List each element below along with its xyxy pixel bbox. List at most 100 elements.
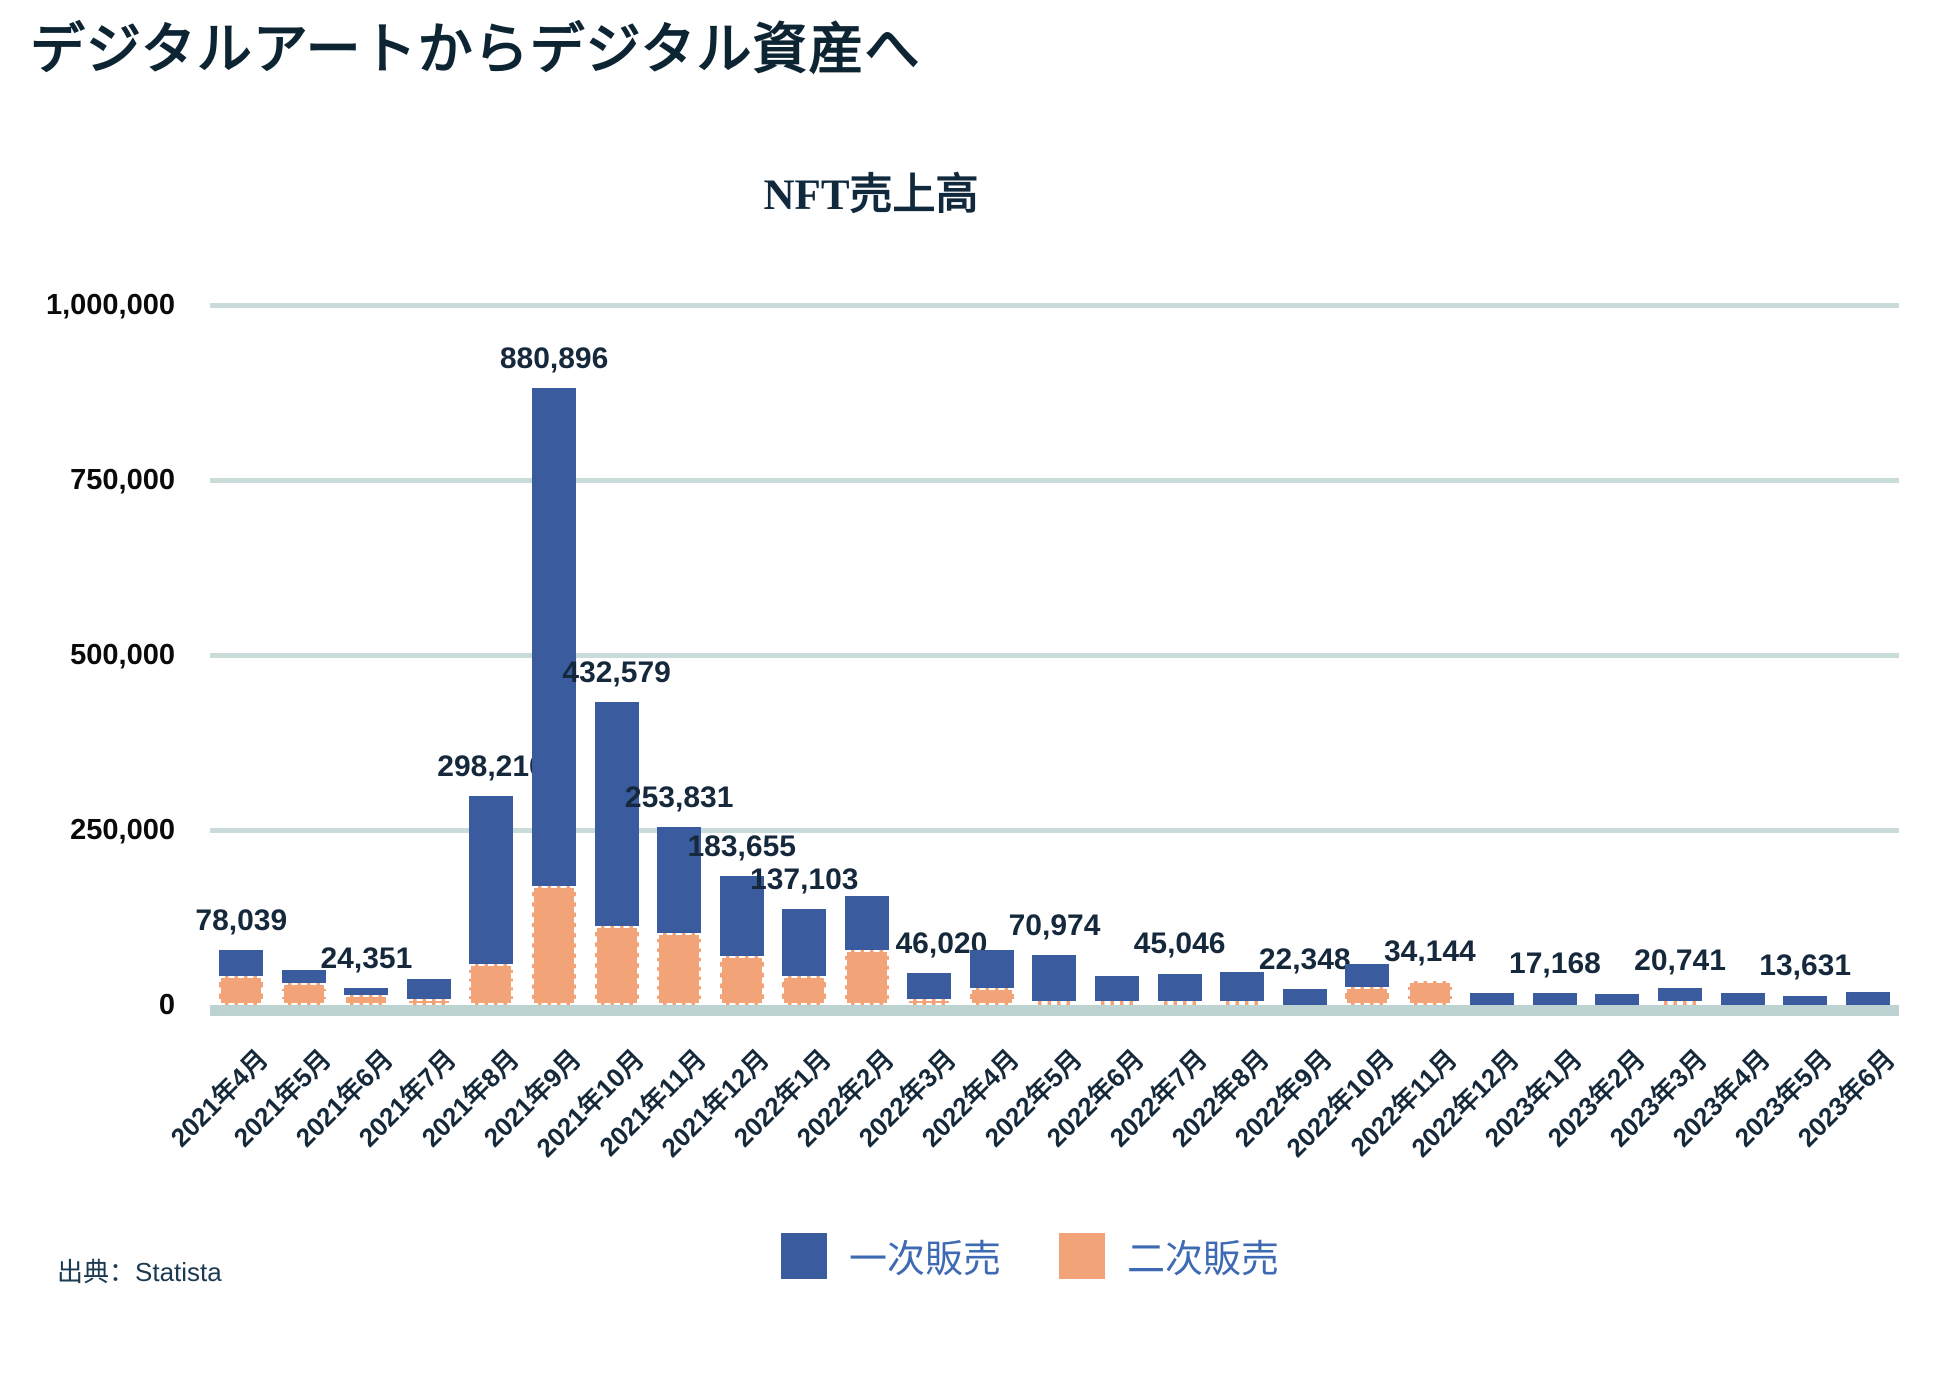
legend-item-primary: 一次販売 [781, 1228, 1001, 1283]
gridline-250,000 [210, 827, 1899, 833]
stacked-bar-2021年6月 [344, 988, 389, 1005]
bar-value-label-2023年3月: 20,741 [1634, 944, 1726, 978]
primary-segment [1658, 987, 1703, 1001]
stacked-bar-2022年2月 [844, 895, 889, 1005]
legend-label-primary: 一次販売 [849, 1239, 1002, 1281]
secondary-segment [1220, 1001, 1265, 1005]
y-tick-label: 250,000 [70, 814, 175, 846]
bar-slot-2021年10月 [585, 305, 648, 1005]
bar-slot-2021年12月 [710, 305, 773, 1005]
chart-title: NFT売上高 [763, 172, 979, 219]
stacked-bar-2022年12月 [1470, 993, 1515, 1005]
bar-value-label-2023年1月: 17,168 [1509, 946, 1601, 980]
stacked-bar-2022年11月 [1407, 981, 1452, 1005]
stacked-bar-2023年2月 [1595, 993, 1640, 1005]
secondary-segment [1157, 1000, 1202, 1005]
source-note: 出典：Statista [57, 1257, 222, 1287]
bar-slot-2023年5月 [1774, 305, 1837, 1005]
bar-slot-2022年4月 [961, 305, 1024, 1005]
bar-slot-2022年3月 [898, 305, 961, 1005]
bar-slot-2022年8月 [1211, 305, 1274, 1005]
bar-value-label-2021年9月: 880,896 [499, 342, 609, 376]
bar-slot-2022年10月 [1336, 305, 1399, 1005]
bar-slot-2021年4月 [210, 305, 273, 1005]
secondary-segment [1095, 1001, 1140, 1005]
stacked-bar-2021年11月 [657, 827, 702, 1005]
secondary-segment [657, 932, 702, 1005]
secondary-sales-swatch [1059, 1232, 1106, 1279]
secondary-segment [281, 983, 326, 1005]
bar-slot-2023年2月 [1586, 305, 1649, 1005]
primary-segment [1157, 973, 1202, 1001]
stacked-bar-2022年9月 [1282, 989, 1327, 1005]
bar-value-label-2021年4月: 78,039 [195, 904, 288, 938]
secondary-segment [532, 886, 577, 1005]
bar-value-label-2022年9月: 22,348 [1258, 943, 1351, 977]
primary-segment [1032, 954, 1077, 1001]
primary-segment [1595, 993, 1640, 1005]
bar-value-label-2022年1月: 137,103 [750, 863, 859, 897]
bar-slot-2022年5月 [1023, 305, 1086, 1005]
stacked-bar-2023年4月 [1720, 993, 1765, 1005]
secondary-segment [844, 950, 889, 1005]
y-tick-label: 0 [158, 989, 175, 1021]
stacked-bar-2021年10月 [594, 702, 639, 1005]
x-axis-baseline [210, 1005, 1899, 1016]
secondary-segment [1032, 1001, 1077, 1005]
bar-slot-2022年6月 [1086, 305, 1149, 1005]
stacked-bar-2021年12月 [719, 876, 764, 1005]
primary-segment [1470, 993, 1515, 1005]
secondary-segment [719, 956, 764, 1005]
bar-slot-2022年7月 [1148, 305, 1211, 1005]
primary-segment [1783, 995, 1828, 1005]
secondary-segment [469, 964, 514, 1005]
primary-segment [907, 972, 952, 999]
bar-slot-2022年1月 [773, 305, 836, 1005]
primary-segment [344, 988, 389, 996]
bar-slot-2023年4月 [1711, 305, 1774, 1005]
secondary-segment [1407, 981, 1452, 1005]
bar-value-label-2021年6月: 24,351 [320, 941, 413, 975]
primary-segment [1720, 993, 1765, 1005]
stacked-bar-2021年4月 [219, 950, 264, 1005]
stacked-bar-2023年6月 [1845, 992, 1890, 1005]
stacked-bar-2022年6月 [1095, 975, 1140, 1005]
bar-value-label-2022年11月: 34,144 [1383, 935, 1476, 969]
primary-sales-swatch [781, 1232, 827, 1279]
bar-slot-2021年8月 [460, 305, 523, 1005]
bar-value-label-2021年8月: 298,210 [437, 750, 546, 784]
secondary-segment [969, 987, 1014, 1005]
bar-slot-2023年3月 [1649, 305, 1712, 1005]
y-tick-label: 750,000 [70, 464, 175, 496]
secondary-segment [344, 995, 389, 1005]
bar-slot-2021年7月 [398, 305, 461, 1005]
bar-slot-2021年5月 [273, 305, 336, 1005]
bar-slot-2022年12月 [1461, 305, 1524, 1005]
stacked-bar-2023年1月 [1532, 993, 1577, 1005]
secondary-segment [907, 998, 952, 1005]
secondary-segment [1658, 1001, 1703, 1005]
bar-value-label-2022年5月: 70,974 [1008, 909, 1101, 943]
secondary-segment [1345, 986, 1390, 1005]
legend-item-secondary: 二次販売 [1059, 1228, 1279, 1283]
primary-segment [1532, 993, 1577, 1005]
primary-segment [281, 970, 326, 984]
legend: 一次販売 二次販売 [781, 1228, 1279, 1283]
bar-slot-2023年6月 [1836, 305, 1899, 1005]
bars-layer: 78,039 24,351 298,210 880,896 432,579 253,831… [195, 305, 1899, 1005]
primary-segment [1220, 972, 1265, 1001]
bar-value-label-2022年7月: 45,046 [1133, 927, 1226, 961]
primary-segment [532, 388, 577, 886]
bar-value-label-2021年11月: 253,831 [624, 781, 734, 815]
gridline-750,000 [210, 477, 1899, 483]
y-tick-label: 500,000 [70, 639, 175, 671]
bar-slot-2022年11月 [1399, 305, 1462, 1005]
bar-slot-2022年9月 [1273, 305, 1336, 1005]
primary-segment [844, 895, 889, 951]
primary-segment [1095, 975, 1140, 1001]
stacked-bar-2022年7月 [1157, 973, 1202, 1005]
plot-area [210, 0, 1899, 1397]
stacked-bar-2022年8月 [1220, 972, 1265, 1005]
primary-segment [1845, 992, 1890, 1005]
secondary-segment [219, 975, 264, 1005]
